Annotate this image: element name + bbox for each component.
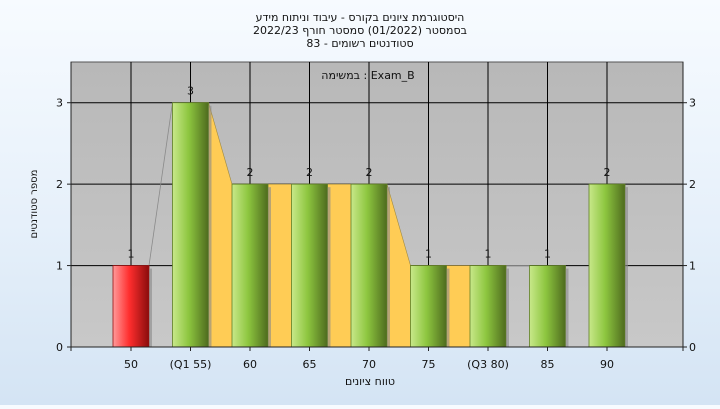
bar-shadow: [446, 268, 450, 347]
data-label: 2: [604, 166, 611, 179]
bar: [588, 183, 626, 348]
data-label: 1: [485, 248, 492, 261]
x-tick-label: 70: [362, 358, 376, 371]
y-tick-label-left: 2: [56, 178, 63, 191]
data-label: 2: [366, 166, 373, 179]
chart-title-line-2: בסמסטר (01/2022) סמסטר חורף 2022/23: [253, 24, 467, 37]
data-label: 2: [247, 166, 254, 179]
data-label: 1: [544, 248, 551, 261]
y-tick-label-right: 3: [689, 97, 696, 110]
chart-title-line-3: סטודנטים רשומים - 83: [306, 37, 413, 50]
data-label: 1: [425, 248, 432, 261]
x-axis-label: טווח ציונים: [345, 375, 395, 388]
bar: [231, 183, 269, 348]
chart-title: היסטוגרמת ציונים בקורס - עיבוד וניתוח מי…: [253, 11, 467, 50]
bar-shadow: [268, 187, 271, 347]
y-tick-label-left: 3: [56, 97, 63, 110]
bar-shadow: [625, 187, 628, 347]
bar: [469, 265, 507, 348]
x-tick-label: 50: [124, 358, 138, 371]
bar: [529, 265, 566, 348]
bar-shadow: [149, 268, 152, 347]
bar: [291, 183, 328, 348]
bar-shadow: [208, 105, 212, 347]
data-labels: 1 3 2 2 2 1 1 1 2: [128, 85, 611, 261]
bar-shadow: [327, 187, 331, 347]
chart-subtitle: במשימה : Exam_B: [321, 69, 414, 82]
bar-highlight: [112, 265, 150, 348]
y-tick-label-left: 0: [56, 341, 63, 354]
axes: 0 0 1 1 2 2 3 3 50 (Q1 55) 60 65 70 75 (Q3 80) 85 90: [56, 62, 696, 371]
trend-connector: [148, 102, 173, 266]
bar: [350, 183, 388, 348]
x-tick-label: (Q1 55): [170, 358, 212, 371]
data-label: 3: [187, 85, 194, 98]
bars: [112, 102, 628, 348]
x-tick-label: (Q3 80): [467, 358, 509, 371]
data-label: 1: [128, 248, 135, 261]
y-tick-label-left: 1: [56, 260, 63, 273]
y-tick-label-right: 0: [689, 341, 696, 354]
bar: [172, 102, 209, 348]
bar-shadow: [565, 268, 569, 347]
y-tick-label-right: 2: [689, 178, 696, 191]
bar: [410, 265, 447, 348]
x-tick-label: 75: [422, 358, 436, 371]
y-axis-label: מספר סטודנטים: [29, 170, 40, 239]
bar-shadow: [506, 268, 509, 347]
bar-shadow: [387, 187, 390, 347]
x-tick-label: 65: [303, 358, 317, 371]
data-label: 2: [306, 166, 313, 179]
chart-title-line-1: היסטוגרמת ציונים בקורס - עיבוד וניתוח מי…: [256, 11, 465, 24]
y-tick-label-right: 1: [689, 260, 696, 273]
x-tick-label: 85: [541, 358, 555, 371]
x-tick-label: 90: [600, 358, 614, 371]
x-tick-label: 60: [243, 358, 257, 371]
